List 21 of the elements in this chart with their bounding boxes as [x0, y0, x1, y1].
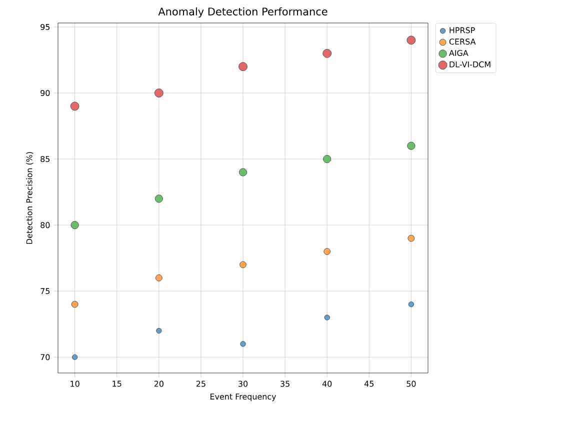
point — [70, 102, 80, 111]
point — [323, 155, 332, 164]
point — [238, 62, 248, 72]
point — [238, 168, 248, 176]
point — [324, 314, 330, 320]
point — [324, 248, 331, 255]
point — [240, 261, 246, 268]
point — [70, 221, 79, 230]
point — [154, 194, 163, 203]
point — [71, 300, 78, 308]
point — [407, 142, 416, 150]
point — [155, 274, 162, 282]
point — [156, 328, 162, 334]
point — [72, 354, 78, 360]
point — [408, 301, 414, 308]
point — [240, 341, 246, 347]
point — [408, 234, 415, 242]
point — [406, 36, 416, 45]
point — [322, 48, 332, 58]
chart-title: Anomaly Detection Performance — [158, 7, 328, 18]
point — [154, 88, 164, 98]
